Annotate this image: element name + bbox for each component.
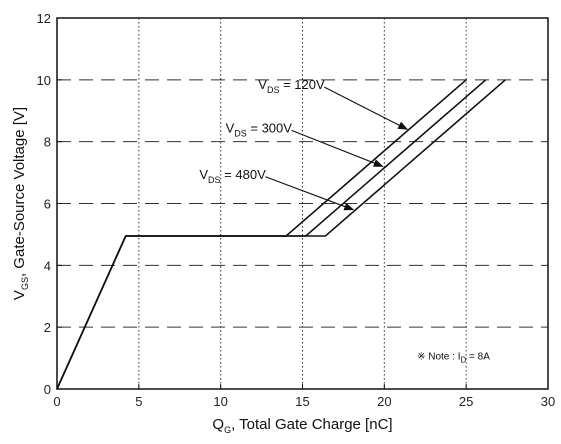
x-axis-title: QG, Total Gate Charge [nC]: [212, 416, 392, 435]
x-tick-label: 25: [459, 394, 473, 409]
y-tick-label: 10: [37, 73, 51, 88]
x-tick-label: 0: [53, 394, 60, 409]
y-axis-title: VGS, Gate-Source Voltage [V]: [11, 107, 30, 300]
vds-label-1: VDS = 120V: [258, 77, 325, 95]
x-tick-label: 20: [377, 394, 391, 409]
vds-label-2: VDS = 300V: [226, 120, 293, 138]
vds-label-3: VDS = 480V: [199, 167, 266, 185]
x-tick-label: 10: [213, 394, 227, 409]
grid: [57, 18, 548, 389]
vds-arrow-1: [324, 86, 409, 130]
annotations: VDS = 120V VDS = 300V VDS = 480V ※ Note : I…: [199, 77, 490, 365]
y-tick-label: 2: [44, 320, 51, 335]
x-tick-label: 15: [295, 394, 309, 409]
x-tick-label: 5: [135, 394, 142, 409]
vds-arrow-3: [265, 176, 355, 211]
curves: [56, 79, 506, 390]
y-tick-label: 8: [44, 135, 51, 150]
y-tick-label: 4: [44, 258, 51, 273]
y-tick-label: 0: [44, 382, 51, 397]
series-line-3: [56, 79, 506, 390]
y-tick-label: 6: [44, 197, 51, 212]
ticks: 0 5 10 15 20 25 30 0 2 4 6 8 10 12: [37, 11, 556, 409]
test-condition-note: ※ Note : ID = 8A: [417, 352, 490, 365]
x-tick-label: 30: [541, 394, 555, 409]
vds-arrow-2: [291, 129, 384, 167]
y-tick-label: 12: [37, 11, 51, 26]
